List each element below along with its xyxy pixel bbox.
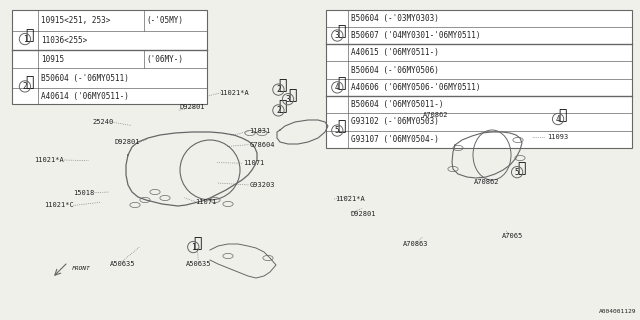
Text: 11021*A: 11021*A — [35, 157, 64, 163]
Text: D92801: D92801 — [114, 140, 140, 145]
Text: 2: 2 — [276, 106, 281, 115]
Text: D92801: D92801 — [351, 211, 376, 217]
Text: 3: 3 — [335, 31, 340, 40]
Text: Ⓚ: Ⓚ — [25, 76, 33, 89]
Text: Ⓚ: Ⓚ — [337, 25, 346, 38]
Text: Ⓚ: Ⓚ — [558, 108, 566, 122]
Text: D92801: D92801 — [179, 104, 205, 110]
Text: A50635: A50635 — [110, 261, 136, 267]
Text: ('06MY-): ('06MY-) — [147, 55, 184, 64]
Text: Ⓚ: Ⓚ — [25, 28, 33, 42]
Text: A004001129: A004001129 — [599, 308, 637, 314]
Text: G93107 ('06MY0504-): G93107 ('06MY0504-) — [351, 135, 439, 144]
Text: 3: 3 — [285, 95, 291, 104]
Text: A40606 ('06MY0506-'06MY0511): A40606 ('06MY0506-'06MY0511) — [351, 83, 481, 92]
Text: 1: 1 — [191, 243, 196, 252]
Text: (-'05MY): (-'05MY) — [147, 16, 184, 25]
Text: B50604 (-'06MY0506): B50604 (-'06MY0506) — [351, 66, 439, 75]
Text: 2: 2 — [276, 85, 281, 94]
Text: 2: 2 — [22, 82, 28, 91]
Text: B50607 ('04MY0301-'06MY0511): B50607 ('04MY0301-'06MY0511) — [351, 31, 481, 40]
Text: 11831: 11831 — [250, 128, 271, 134]
Text: 11021*A: 11021*A — [219, 90, 248, 96]
Text: Ⓚ: Ⓚ — [517, 161, 525, 175]
Text: G78604: G78604 — [250, 142, 275, 148]
Text: FRONT: FRONT — [72, 266, 91, 270]
Text: B50604 (-'06MY0511): B50604 (-'06MY0511) — [41, 74, 129, 83]
Text: 1: 1 — [22, 35, 28, 44]
Text: A40615 ('06MY0511-): A40615 ('06MY0511-) — [351, 48, 439, 57]
Text: 15018: 15018 — [74, 190, 95, 196]
Bar — [326, 10, 632, 148]
Text: Ⓚ: Ⓚ — [337, 76, 346, 90]
Text: G93102 (-'06MY0503): G93102 (-'06MY0503) — [351, 117, 439, 126]
Text: 5: 5 — [515, 168, 520, 177]
Text: Ⓚ: Ⓚ — [193, 236, 202, 250]
Text: A7065: A7065 — [501, 233, 523, 239]
Text: A40614 ('06MY0511-): A40614 ('06MY0511-) — [41, 92, 129, 100]
Text: A50635: A50635 — [186, 261, 211, 267]
Text: Ⓚ: Ⓚ — [278, 100, 287, 113]
Text: 25240: 25240 — [93, 119, 114, 125]
Text: A70862: A70862 — [474, 179, 499, 185]
Text: 11021*C: 11021*C — [44, 203, 74, 208]
Text: 11071: 11071 — [195, 199, 216, 204]
Text: G93203: G93203 — [250, 182, 275, 188]
Text: A70862: A70862 — [422, 112, 448, 117]
Text: 10915: 10915 — [41, 55, 64, 64]
Text: 11071: 11071 — [243, 160, 264, 166]
Bar — [12, 10, 207, 104]
Text: 11093: 11093 — [547, 134, 568, 140]
Text: 10915<251, 253>: 10915<251, 253> — [41, 16, 110, 25]
Text: 5: 5 — [335, 126, 340, 135]
Text: A70863: A70863 — [403, 241, 429, 247]
Text: 11021*A: 11021*A — [335, 196, 365, 202]
Text: Ⓚ: Ⓚ — [278, 79, 287, 92]
Text: Ⓚ: Ⓚ — [337, 120, 346, 133]
Text: Ⓚ: Ⓚ — [288, 88, 296, 102]
Text: B50604 ('06MY05011-): B50604 ('06MY05011-) — [351, 100, 444, 109]
Text: B50604 (-'03MY0303): B50604 (-'03MY0303) — [351, 14, 439, 23]
Text: 4: 4 — [335, 83, 340, 92]
Text: 4: 4 — [556, 115, 561, 124]
Text: 11036<255>: 11036<255> — [41, 36, 87, 45]
